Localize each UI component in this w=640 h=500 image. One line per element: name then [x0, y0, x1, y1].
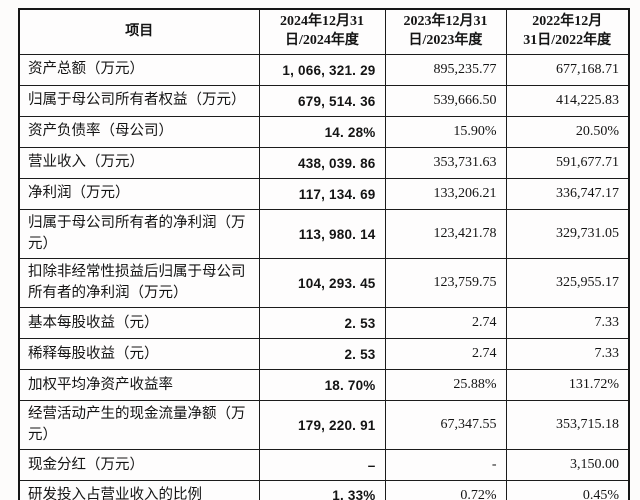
value-2024: 438, 039. 86 — [258, 147, 386, 179]
value-2022: 353,715.18 — [505, 400, 630, 451]
table-row: 基本每股收益（元） 2. 53 2.74 7.33 — [18, 307, 630, 340]
row-label: 基本每股收益（元） — [18, 307, 260, 340]
value-2022: 131.72% — [505, 369, 630, 402]
value-2022: 414,225.83 — [505, 85, 630, 117]
header-period-2024: 2024年12月31 日/2024年度 — [258, 8, 386, 55]
row-label: 研发投入占营业收入的比例 — [18, 480, 260, 500]
table-row: 资产总额（万元） 1, 066, 321. 29 895,235.77 677,… — [18, 54, 630, 86]
value-2022: 7.33 — [505, 307, 630, 340]
row-label: 资产总额（万元） — [18, 54, 260, 86]
value-2024: 1. 33% — [258, 480, 386, 500]
table-row: 扣除非经常性损益后归属于母公司所有者的净利润（万元） 104, 293. 45 … — [18, 258, 630, 309]
row-label: 扣除非经常性损益后归属于母公司所有者的净利润（万元） — [18, 258, 260, 309]
value-2024: 18. 70% — [258, 369, 386, 402]
table-row: 研发投入占营业收入的比例 1. 33% 0.72% 0.45% — [18, 480, 630, 500]
value-2022: 336,747.17 — [505, 178, 630, 210]
value-2024: 1, 066, 321. 29 — [258, 54, 386, 86]
row-label: 归属于母公司所有者权益（万元） — [18, 85, 260, 117]
table-row: 净利润（万元） 117, 134. 69 133,206.21 336,747.… — [18, 178, 630, 210]
value-2023: 895,235.77 — [384, 54, 507, 86]
value-2023: 67,347.55 — [384, 400, 507, 451]
row-label: 资产负债率（母公司） — [18, 116, 260, 148]
row-label: 稀释每股收益（元） — [18, 338, 260, 371]
value-2023: 539,666.50 — [384, 85, 507, 117]
header-row: 项目 2024年12月31 日/2024年度 2023年12月31 日/2023… — [18, 8, 630, 55]
row-label: 归属于母公司所有者的净利润（万元） — [18, 208, 260, 260]
value-2024: 2. 53 — [258, 307, 386, 340]
value-2023: 15.90% — [384, 116, 507, 148]
row-label: 净利润（万元） — [18, 178, 260, 210]
table-row: 营业收入（万元） 438, 039. 86 353,731.63 591,677… — [18, 147, 630, 179]
value-2022: 325,955.17 — [505, 258, 630, 309]
value-2024: 117, 134. 69 — [258, 178, 386, 210]
value-2023: 2.74 — [384, 338, 507, 371]
value-2022: 677,168.71 — [505, 54, 630, 86]
value-2024: 679, 514. 36 — [258, 85, 386, 117]
value-2024: 2. 53 — [258, 338, 386, 371]
row-label: 现金分红（万元） — [18, 449, 260, 482]
value-2023: 0.72% — [384, 480, 507, 500]
value-2024: 14. 28% — [258, 116, 386, 148]
value-2023: 353,731.63 — [384, 147, 507, 179]
value-2022: 7.33 — [505, 338, 630, 371]
header-period-2022: 2022年12月 31日/2022年度 — [505, 8, 630, 55]
value-2023: 2.74 — [384, 307, 507, 340]
value-2022: 591,677.71 — [505, 147, 630, 179]
row-label: 加权平均净资产收益率 — [18, 369, 260, 402]
row-label: 营业收入（万元） — [18, 147, 260, 179]
header-period-2023: 2023年12月31 日/2023年度 — [384, 8, 507, 55]
table-row: 归属于母公司所有者的净利润（万元） 113, 980. 14 123,421.7… — [18, 208, 630, 260]
value-2024: 179, 220. 91 — [258, 400, 386, 451]
financial-summary-table: 项目 2024年12月31 日/2024年度 2023年12月31 日/2023… — [18, 8, 630, 500]
value-2024: – — [258, 449, 386, 482]
value-2022: 20.50% — [505, 116, 630, 148]
value-2023: - — [384, 449, 507, 482]
table-row: 资产负债率（母公司） 14. 28% 15.90% 20.50% — [18, 116, 630, 148]
value-2024: 104, 293. 45 — [258, 258, 386, 309]
value-2022: 0.45% — [505, 480, 630, 500]
value-2023: 133,206.21 — [384, 178, 507, 210]
value-2023: 25.88% — [384, 369, 507, 402]
row-label: 经营活动产生的现金流量净额（万元） — [18, 400, 260, 451]
value-2022: 329,731.05 — [505, 208, 630, 260]
table-row: 稀释每股收益（元） 2. 53 2.74 7.33 — [18, 338, 630, 371]
value-2023: 123,759.75 — [384, 258, 507, 309]
header-item: 项目 — [18, 8, 260, 55]
table-row: 加权平均净资产收益率 18. 70% 25.88% 131.72% — [18, 369, 630, 402]
value-2023: 123,421.78 — [384, 208, 507, 260]
value-2024: 113, 980. 14 — [258, 208, 386, 260]
table-row: 经营活动产生的现金流量净额（万元） 179, 220. 91 67,347.55… — [18, 400, 630, 451]
table-row: 现金分红（万元） – - 3,150.00 — [18, 449, 630, 482]
table-row: 归属于母公司所有者权益（万元） 679, 514. 36 539,666.50 … — [18, 85, 630, 117]
value-2022: 3,150.00 — [505, 449, 630, 482]
